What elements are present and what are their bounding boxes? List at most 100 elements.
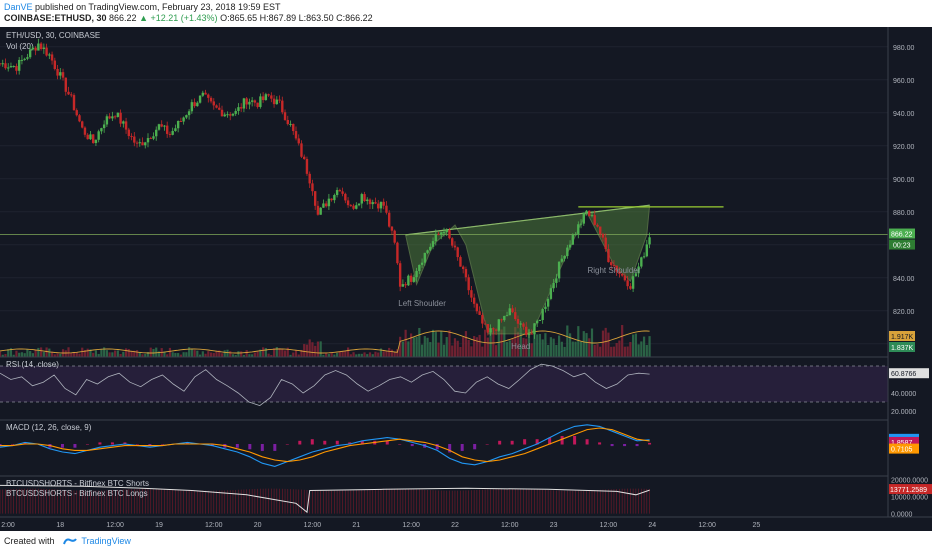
- volume-bar: [220, 353, 224, 357]
- volume-bar: [86, 348, 89, 357]
- candle-body: [459, 257, 462, 267]
- candle-body: [39, 43, 43, 50]
- volume-bar: [516, 331, 520, 357]
- candle-body: [615, 265, 618, 272]
- candle-body: [478, 311, 481, 315]
- candle-body: [409, 275, 413, 282]
- macd-line: [0, 424, 650, 467]
- candle-body: [483, 323, 487, 325]
- rsi-last-tag: [889, 368, 929, 379]
- volume-bar: [426, 337, 429, 357]
- candle-body: [242, 98, 246, 109]
- candle-body: [360, 194, 363, 204]
- candle-body: [415, 271, 418, 278]
- volume-bar: [420, 344, 424, 357]
- macd-histogram-bar: [435, 444, 439, 450]
- volume-bar: [100, 349, 103, 357]
- candle-body: [292, 123, 295, 132]
- volume-bar: [366, 354, 369, 357]
- candle-body: [275, 99, 279, 105]
- volume-bar: [404, 329, 407, 357]
- candle-body: [574, 234, 577, 236]
- candle-body: [160, 124, 163, 127]
- volume-bar: [50, 351, 54, 357]
- volume-bar: [193, 350, 196, 357]
- volume-bar: [368, 352, 372, 357]
- tradingview-link[interactable]: TradingView: [81, 536, 131, 546]
- volume-bar: [629, 342, 632, 357]
- candle-body: [261, 96, 265, 101]
- axes-layer: 980.00960.00940.00920.00900.00880.00860.…: [0, 27, 932, 531]
- candle-body: [234, 110, 237, 114]
- macd-histogram-bar: [360, 440, 364, 445]
- candle-body: [599, 226, 602, 235]
- main-price-pane[interactable]: ETH/USD, 30, COINBASE Vol (20) Left Should…: [0, 31, 888, 357]
- chart-svg[interactable]: ETH/USD, 30, COINBASE Vol (20) Left Should…: [0, 27, 932, 531]
- candle-body: [212, 101, 215, 106]
- volume-bar: [431, 329, 435, 357]
- chart-area[interactable]: ETH/USD, 30, COINBASE Vol (20) Left Should…: [0, 27, 932, 531]
- volume-bar: [621, 325, 624, 357]
- macd-pane[interactable]: MACD (12, 26, close, 9): [0, 419, 932, 467]
- volume-bar: [549, 337, 552, 357]
- volume-bar: [434, 331, 437, 357]
- volume-bar: [478, 334, 481, 357]
- volume-bar: [459, 346, 462, 357]
- candle-body: [552, 282, 555, 289]
- candle-body: [86, 134, 89, 140]
- candle-body: [505, 315, 509, 317]
- main-pane-title: ETH/USD, 30, COINBASE: [6, 31, 100, 40]
- macd-histogram-bar: [285, 444, 289, 445]
- author-link[interactable]: DanVE: [4, 2, 33, 12]
- candle-body: [248, 101, 251, 105]
- candle-body: [629, 286, 632, 289]
- macd-histogram-bar: [235, 444, 239, 448]
- candle-body: [135, 142, 139, 144]
- volume-bar: [514, 327, 517, 357]
- volume-bar: [563, 346, 566, 357]
- volume-bar: [363, 352, 366, 357]
- volume-bar: [360, 353, 363, 357]
- candle-body: [503, 315, 506, 321]
- volume-bar: [319, 341, 322, 357]
- candle-body: [155, 129, 158, 137]
- candle-body: [130, 136, 133, 138]
- candle-body: [420, 262, 424, 265]
- rsi-pane[interactable]: RSI (14, close): [0, 356, 932, 407]
- macd-histogram-bar: [273, 444, 277, 451]
- rsi-title: RSI (14, close): [6, 360, 59, 369]
- volume-bar: [168, 347, 172, 357]
- candle-body: [344, 193, 347, 201]
- shorts-longs-pane[interactable]: BTCUSDSHORTS - Bitfinex BTC ShortsBTCUSD…: [0, 475, 932, 514]
- candle-body: [17, 59, 21, 71]
- volume-bar: [171, 352, 174, 357]
- volume-bar: [18, 352, 21, 357]
- volume-bar: [9, 348, 13, 357]
- candle-body: [538, 319, 542, 321]
- volume-bar: [552, 338, 555, 357]
- candle-body: [486, 324, 490, 333]
- time-tick-label: 12:00: [698, 522, 716, 529]
- volume-bar: [371, 354, 374, 357]
- volume-bar: [294, 350, 298, 357]
- volume-bar: [374, 351, 377, 357]
- volume-bar: [130, 350, 133, 357]
- candle-body: [593, 215, 596, 225]
- volume-bar: [626, 346, 629, 357]
- volume-bar: [582, 331, 585, 357]
- volume-bar: [338, 351, 341, 357]
- macd-histogram-bar: [135, 444, 139, 445]
- close-value: 866.22: [109, 13, 137, 23]
- macd-value-label: 0.7105: [891, 447, 913, 454]
- shorts-tick-label: 20000.0000: [891, 477, 928, 484]
- candle-body: [566, 247, 569, 257]
- volume-bar: [437, 342, 440, 357]
- volume-bar: [453, 338, 457, 357]
- candle-body: [122, 121, 125, 124]
- candle-body: [333, 195, 336, 201]
- volume-bar: [451, 345, 454, 357]
- time-tick-label: 25: [753, 522, 761, 529]
- candle-body: [579, 223, 583, 225]
- candle-body: [642, 256, 646, 258]
- candle-body: [431, 241, 435, 247]
